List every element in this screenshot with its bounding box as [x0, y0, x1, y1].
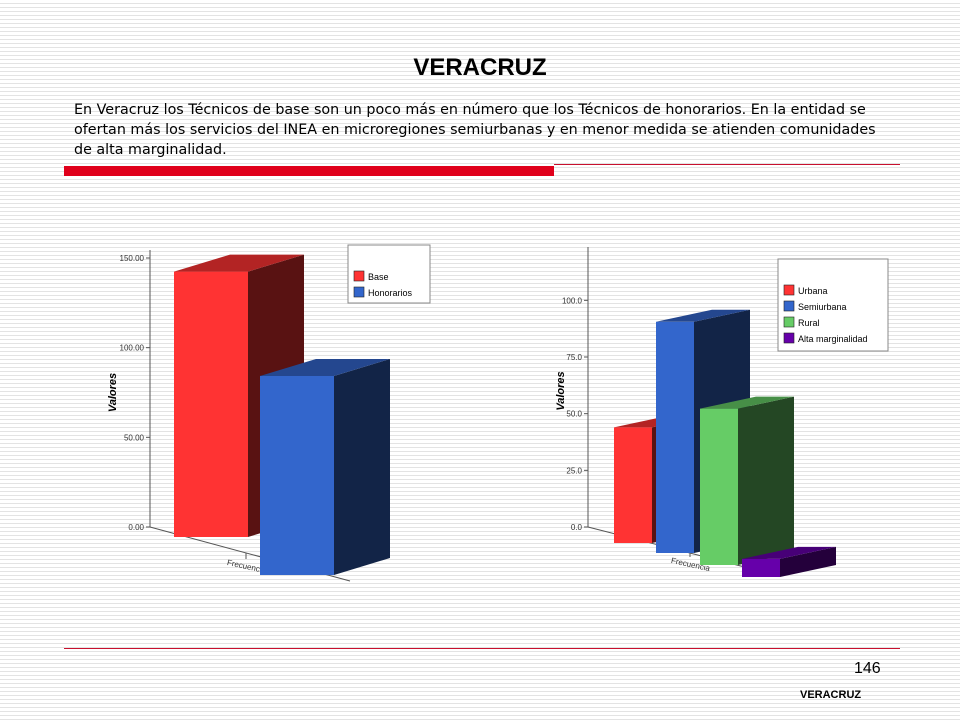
chart-staff-type: 0.00 50.00 100.00 150.00 Valores Frecuencia Ba… — [90, 235, 510, 615]
legend-swatch-rural — [783, 316, 795, 328]
page-number: 146 — [854, 660, 881, 677]
bar-rural-side — [738, 396, 794, 565]
legend-swatch-base — [353, 270, 365, 282]
y-tick-label: 25.0 — [566, 466, 582, 475]
y-tick-label: 50.0 — [566, 410, 582, 419]
y-axis-label: Valores — [555, 371, 567, 410]
top-divider — [554, 164, 900, 165]
legend-label-base: Base — [368, 272, 389, 282]
chart-microregions-svg: 0.025.050.075.0100.0ValoresFrecuenciaUrb… — [555, 247, 889, 577]
y-tick-label: 100.0 — [562, 296, 583, 305]
legend-label-honorarios: Honorarios — [368, 288, 413, 298]
y-tick-label: 100.00 — [120, 344, 145, 353]
bar-base-top — [174, 254, 304, 272]
bar-honorarios-side — [334, 358, 390, 575]
bar-alta-marginalidad-top — [742, 546, 836, 559]
chart-microregions: 0.0 25.0 50.0 75.0 100.0 Valores Frecuencia Urb… — [530, 235, 950, 615]
y-tick-label: 0.0 — [571, 523, 583, 532]
y-tick-label: 75.0 — [566, 353, 582, 362]
bar-semiurbana-top — [656, 309, 750, 322]
chart-staff-type-svg: 0.0050.00100.00150.00ValoresFrecuenciaBa… — [107, 244, 431, 582]
legend-label-semiurbana: Semiurbana — [798, 302, 847, 312]
y-tick-label: 0.00 — [128, 523, 144, 532]
legend-label-rural: Rural — [798, 318, 820, 328]
bar-alta-marginalidad-side — [780, 546, 836, 577]
bar-alta-marginalidad — [742, 558, 780, 577]
page-title: VERACRUZ — [413, 54, 547, 81]
legend-swatch-semiurbana — [783, 300, 795, 312]
bar-base — [174, 271, 248, 537]
bar-rural — [700, 408, 738, 565]
legend-box — [777, 258, 889, 352]
y-axis-label: Valores — [107, 373, 119, 412]
footer-label: VERACRUZ — [800, 689, 862, 701]
legend-label-urbana: Urbana — [798, 286, 828, 296]
legend-swatch-alta-marginalidad — [783, 332, 795, 344]
bottom-divider — [64, 648, 900, 649]
bar-urbana — [614, 427, 652, 543]
description-paragraph: En Veracruz los Técnicos de base son un … — [74, 102, 876, 158]
y-tick-label: 150.00 — [120, 254, 145, 263]
bar-honorarios-top — [260, 358, 390, 376]
bar-rural-top — [700, 396, 794, 409]
y-tick-label: 50.00 — [124, 433, 145, 442]
bar-honorarios — [260, 375, 334, 575]
legend-swatch-honorarios — [353, 286, 365, 298]
legend-label-alta-marginalidad: Alta marginalidad — [798, 334, 868, 344]
accent-bar — [64, 166, 554, 176]
bar-semiurbana — [656, 321, 694, 553]
legend-swatch-urbana — [783, 284, 795, 296]
